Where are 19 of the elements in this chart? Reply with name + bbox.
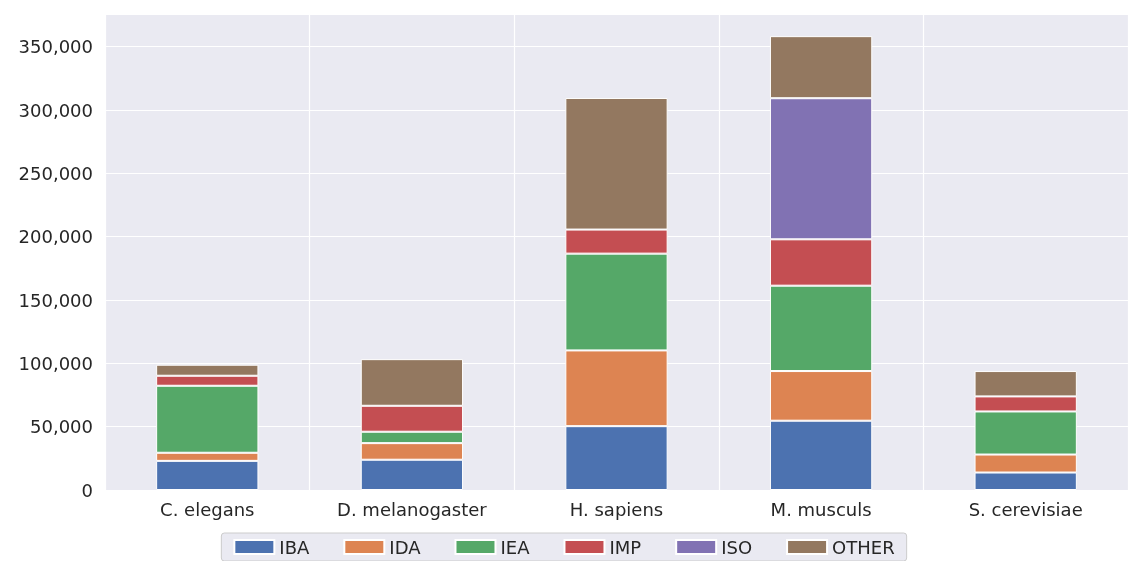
x-tick-label: D. melanogaster [337, 498, 488, 520]
y-tick-label: 150,000 [18, 289, 93, 311]
y-tick-label: 50,000 [30, 416, 93, 438]
x-tick-label: M. musculs [770, 498, 872, 520]
x-tick-label: H. sapiens [569, 498, 664, 520]
legend-label: IDA [389, 536, 422, 558]
y-tick-label: 350,000 [18, 36, 93, 58]
legend-label: IMP [609, 536, 642, 558]
x-tick-label: C. elegans [160, 498, 255, 520]
x-tick-label: S. cerevisiae [968, 498, 1083, 520]
y-tick-label: 100,000 [18, 352, 93, 374]
legend-label: ISO [721, 536, 753, 558]
y-tick-label: 200,000 [18, 226, 93, 248]
y-tick-label: 300,000 [18, 99, 93, 121]
y-tick-label: 0 [81, 479, 93, 501]
legend-label: IBA [279, 536, 310, 558]
y-tick-label: 250,000 [18, 162, 93, 184]
legend-label: OTHER [832, 536, 895, 558]
legend-label: IEA [500, 536, 531, 558]
